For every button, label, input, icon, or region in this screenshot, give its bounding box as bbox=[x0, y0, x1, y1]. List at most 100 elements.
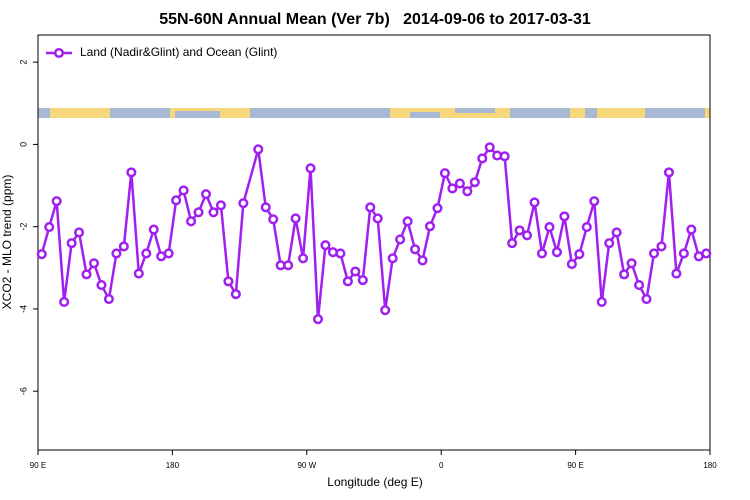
data-point bbox=[51, 196, 62, 207]
data-point bbox=[365, 202, 376, 213]
data-point bbox=[372, 213, 383, 224]
data-point bbox=[96, 280, 107, 291]
data-point bbox=[454, 178, 465, 189]
data-point bbox=[312, 314, 324, 325]
x-tick-label: 90 W bbox=[297, 461, 316, 470]
data-point bbox=[410, 244, 421, 255]
series-line bbox=[40, 145, 707, 320]
y-tick-label: 0 bbox=[18, 142, 28, 147]
x-tick-label: 90 E bbox=[30, 461, 46, 470]
legend-marker bbox=[53, 47, 65, 59]
plot-frame bbox=[37, 34, 711, 451]
data-point bbox=[395, 234, 406, 245]
data-point bbox=[417, 255, 428, 266]
data-point bbox=[656, 241, 667, 252]
x-tick-label: 180 bbox=[166, 461, 180, 470]
data-point bbox=[268, 214, 279, 225]
y-tick-label: -6 bbox=[18, 387, 28, 395]
data-point bbox=[402, 216, 413, 227]
data-point bbox=[536, 248, 548, 259]
data-point bbox=[253, 144, 264, 155]
data-point bbox=[447, 183, 458, 194]
data-point bbox=[589, 196, 600, 207]
data-point bbox=[163, 248, 174, 259]
data-point bbox=[596, 296, 607, 307]
data-point bbox=[551, 247, 562, 258]
data-point bbox=[59, 296, 70, 307]
data-point bbox=[88, 258, 100, 269]
data-point bbox=[283, 260, 294, 271]
data-point bbox=[574, 249, 585, 260]
data-point bbox=[432, 203, 443, 214]
data-point bbox=[507, 238, 518, 249]
data-point bbox=[305, 163, 316, 174]
data-point bbox=[499, 151, 510, 162]
y-tick-label: -4 bbox=[18, 305, 28, 313]
data-point bbox=[111, 248, 122, 259]
data-point bbox=[230, 289, 241, 300]
data-point bbox=[701, 248, 712, 259]
data-point bbox=[626, 258, 637, 269]
data-point bbox=[648, 248, 660, 259]
data-point bbox=[514, 225, 525, 236]
data-point bbox=[290, 213, 301, 224]
data-point bbox=[350, 266, 361, 277]
data-point bbox=[223, 276, 234, 287]
data-point bbox=[357, 275, 368, 286]
data-point bbox=[477, 153, 488, 164]
data-point bbox=[66, 238, 77, 249]
data-point bbox=[200, 189, 212, 200]
data-point bbox=[380, 305, 391, 316]
data-point bbox=[611, 227, 622, 238]
data-point bbox=[178, 185, 189, 196]
data-point bbox=[529, 197, 540, 208]
data-point bbox=[186, 216, 197, 227]
data-point bbox=[469, 177, 480, 188]
y-tick-label: 2 bbox=[18, 60, 28, 65]
data-point bbox=[619, 269, 630, 280]
data-point bbox=[215, 200, 226, 211]
data-point bbox=[544, 222, 555, 233]
data-point bbox=[439, 168, 450, 179]
data-point bbox=[462, 186, 473, 197]
data-point bbox=[141, 248, 152, 259]
data-point bbox=[342, 276, 353, 287]
x-axis-label: Longitude (deg E) bbox=[327, 475, 422, 489]
data-point bbox=[663, 167, 674, 178]
data-point bbox=[208, 207, 219, 218]
data-point bbox=[559, 211, 570, 222]
data-point bbox=[193, 207, 204, 218]
legend-label: Land (Nadir&Glint) and Ocean (Glint) bbox=[80, 45, 277, 59]
data-point bbox=[484, 142, 495, 153]
x-tick-label: 0 bbox=[439, 461, 444, 470]
data-point bbox=[260, 202, 271, 213]
map-strip bbox=[38, 108, 710, 118]
data-point bbox=[604, 238, 615, 249]
y-axis-label: XCO2 - MLO trend (ppm) bbox=[0, 175, 14, 310]
data-point bbox=[133, 268, 144, 279]
data-point bbox=[320, 240, 331, 251]
data-point bbox=[581, 222, 592, 233]
data-point bbox=[634, 280, 645, 291]
data-point bbox=[171, 195, 182, 206]
data-point bbox=[566, 259, 577, 270]
data-point bbox=[387, 253, 398, 264]
chart-title: 55N-60N Annual Mean (Ver 7b) 2014-09-06 … bbox=[159, 11, 591, 28]
data-point bbox=[126, 167, 137, 178]
x-tick-label: 90 E bbox=[567, 461, 583, 470]
data-point bbox=[118, 241, 129, 252]
data-point bbox=[74, 227, 85, 238]
data-point bbox=[686, 224, 697, 235]
data-point bbox=[641, 294, 652, 305]
y-tick-label: -2 bbox=[18, 223, 28, 231]
data-point bbox=[81, 269, 92, 280]
data-point bbox=[238, 198, 249, 209]
data-point bbox=[335, 248, 346, 259]
data-point bbox=[298, 253, 309, 264]
data-point bbox=[522, 230, 533, 241]
data-point bbox=[678, 248, 689, 259]
x-tick-label: 180 bbox=[703, 461, 717, 470]
data-point bbox=[671, 268, 682, 279]
data-point bbox=[103, 294, 114, 305]
